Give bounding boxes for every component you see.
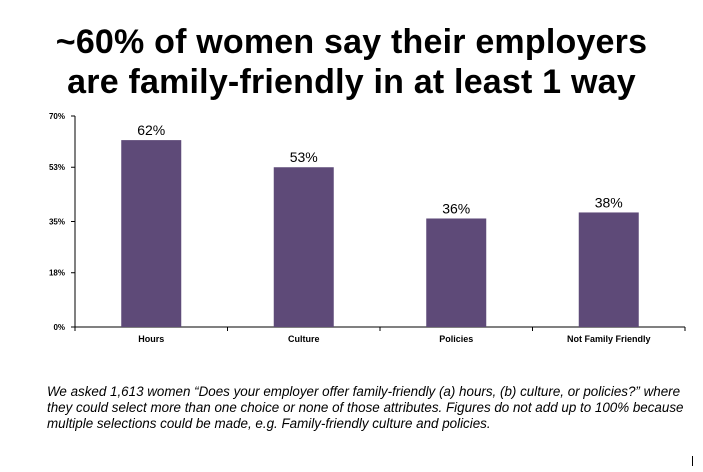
- y-tick-label: 35%: [49, 218, 65, 227]
- y-tick-label: 53%: [49, 163, 65, 172]
- chart-title-line-1: ~60% of women say their employers: [55, 23, 648, 61]
- bars: [121, 140, 639, 327]
- y-tick-label: 0%: [53, 323, 65, 332]
- bar-hours: [121, 140, 182, 327]
- bar-policies: [426, 218, 487, 327]
- chart-title-line-2: are family-friendly in at least 1 way: [67, 63, 636, 101]
- x-tick-label: Hours: [138, 334, 164, 344]
- x-axis: Hours Culture Policies Not Family Friendly: [74, 326, 686, 344]
- data-label: 53%: [290, 149, 318, 165]
- chart-title: ~60% of women say their employers are fa…: [0, 22, 703, 102]
- bar-not-family-friendly: [578, 212, 639, 327]
- data-labels: 62% 53% 36% 38%: [137, 122, 623, 216]
- y-axis: 0% 18% 35% 53% 70%: [49, 112, 76, 332]
- slide-edge-mark: [692, 456, 693, 466]
- y-tick-label: 18%: [49, 269, 65, 278]
- data-label: 36%: [442, 200, 470, 216]
- y-tick-label: 70%: [49, 112, 65, 121]
- x-tick-label: Policies: [439, 334, 473, 344]
- data-label: 38%: [595, 194, 623, 210]
- x-tick-label: Not Family Friendly: [567, 334, 651, 344]
- x-tick-label: Culture: [288, 334, 320, 344]
- footnote: We asked 1,613 women “Does your employer…: [47, 384, 684, 431]
- data-label: 62%: [137, 122, 165, 138]
- bar-culture: [273, 167, 334, 327]
- bar-chart: 0% 18% 35% 53% 70% Hours Culture Policies Not F…: [49, 112, 686, 344]
